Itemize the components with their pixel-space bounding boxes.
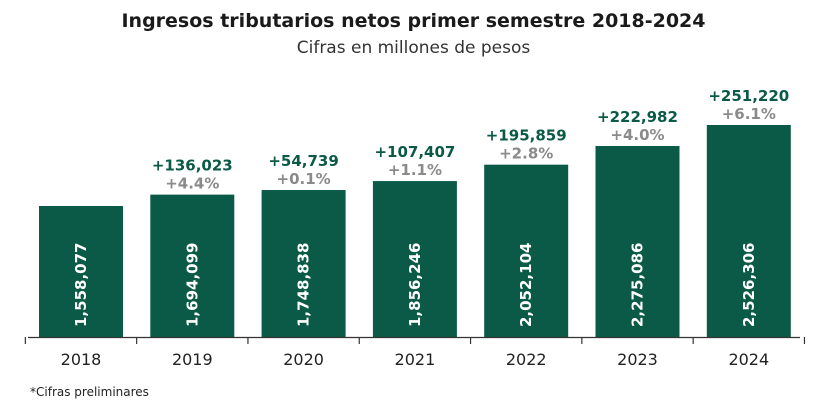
bar-2024: [706, 125, 791, 337]
x-tick-label-2021: 2021: [395, 350, 436, 369]
bar-value-label-2020: 1,748,838: [295, 243, 313, 327]
bar-value-label-2018: 1,558,077: [72, 243, 90, 327]
bar-2019: [150, 194, 235, 337]
increase-label-2023: +222,982: [597, 108, 678, 126]
percent-label-2024: +6.1%: [722, 105, 776, 123]
chart-subtitle: Cifras en millones de pesos: [296, 38, 531, 58]
x-tick-label-2024: 2024: [728, 350, 769, 369]
bar-value-label-2023: 2,275,086: [629, 243, 647, 327]
bar-value-label-2021: 1,856,246: [406, 243, 424, 327]
bar-2022: [484, 164, 569, 337]
bar-2018: [39, 206, 123, 337]
bar-2020: [261, 190, 346, 337]
x-tick-label-2018: 2018: [61, 350, 102, 369]
increase-label-2022: +195,859: [486, 127, 567, 145]
bar-value-label-2022: 2,052,104: [517, 243, 535, 327]
increase-label-2024: +251,220: [708, 87, 789, 105]
percent-label-2021: +1.1%: [388, 161, 442, 179]
chart-title: Ingresos tributarios netos primer semest…: [121, 10, 706, 32]
percent-label-2019: +4.4%: [165, 175, 219, 193]
bar-value-label-2019: 1,694,099: [183, 243, 201, 327]
bar-2023: [595, 146, 680, 337]
percent-label-2023: +4.0%: [610, 126, 664, 144]
percent-label-2020: +0.1%: [277, 170, 331, 188]
x-tick-label-2020: 2020: [283, 350, 324, 369]
increase-label-2021: +107,407: [374, 143, 455, 161]
x-tick-label-2019: 2019: [172, 350, 213, 369]
percent-label-2022: +2.8%: [499, 145, 553, 163]
footnote: *Cifras preliminares: [30, 385, 149, 399]
increase-label-2020: +54,739: [268, 152, 338, 170]
x-tick-label-2023: 2023: [617, 350, 658, 369]
bar-value-label-2024: 2,526,306: [740, 243, 758, 327]
x-tick-label-2022: 2022: [506, 350, 547, 369]
increase-label-2019: +136,023: [152, 157, 233, 175]
bar-2021: [372, 181, 457, 337]
